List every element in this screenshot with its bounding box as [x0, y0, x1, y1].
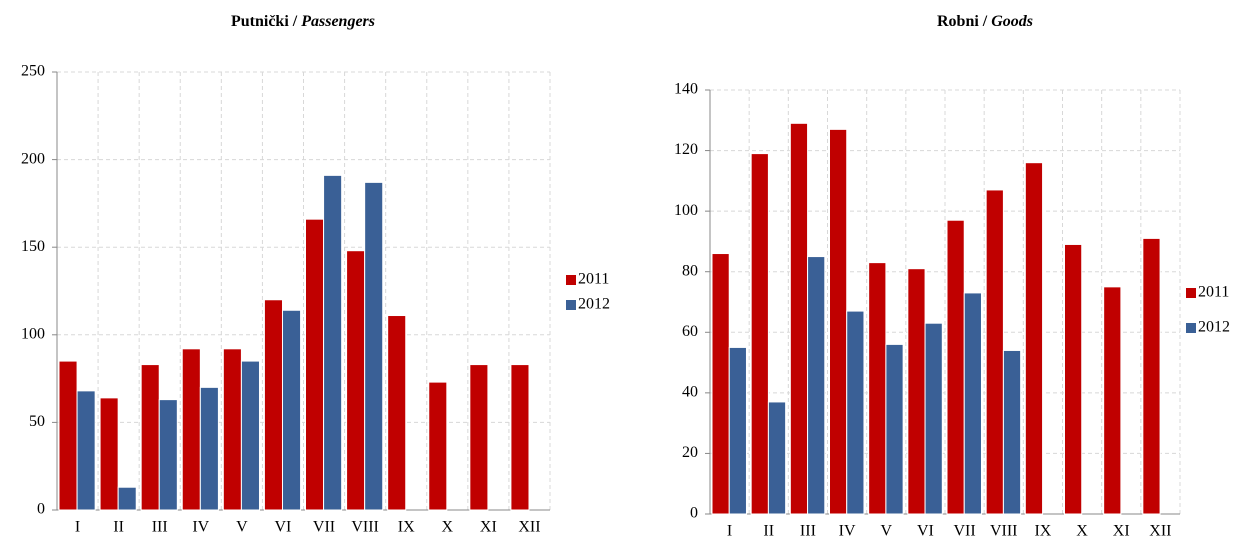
legend-swatch [566, 300, 576, 310]
x-tick-label: III [152, 519, 168, 536]
x-tick-label: III [800, 523, 816, 540]
x-tick-label: IV [839, 523, 856, 540]
bar [750, 153, 769, 515]
legend-swatch [1186, 288, 1196, 298]
x-tick-label: II [113, 519, 124, 536]
legend-swatch [566, 275, 576, 285]
bar [240, 360, 260, 511]
bar [76, 390, 96, 511]
bar [99, 397, 119, 511]
title-part: Robni / [937, 13, 988, 30]
y-tick-label: 0 [690, 505, 698, 522]
x-tick-label: IV [192, 519, 209, 536]
y-tick-label: 60 [682, 323, 698, 340]
bar [158, 399, 178, 511]
bar [1142, 237, 1161, 515]
x-tick-label: VIII [351, 519, 379, 536]
bar [963, 292, 982, 515]
y-tick-label: 0 [37, 501, 45, 518]
y-tick-label: 250 [21, 63, 45, 80]
bar [510, 364, 530, 511]
bar [846, 310, 865, 515]
y-tick-label: 40 [682, 384, 698, 401]
legend-label: 2011 [1198, 284, 1229, 301]
title-part: Goods [991, 13, 1033, 30]
bar [58, 360, 78, 511]
bar [924, 322, 943, 515]
x-tick-label: XI [1113, 523, 1130, 540]
bar [428, 381, 448, 511]
x-tick-label: VII [953, 523, 975, 540]
title-part: Putnički / [231, 13, 298, 30]
bar [885, 343, 904, 515]
bar [281, 309, 302, 511]
legend-swatch [1186, 323, 1196, 333]
y-tick-label: 100 [21, 325, 45, 342]
legend-label: 2012 [1198, 319, 1230, 336]
bar [1002, 349, 1022, 515]
x-tick-label: XII [1149, 523, 1171, 540]
y-tick-label: 120 [674, 141, 698, 158]
x-tick-label: XI [480, 519, 497, 536]
bar [1103, 286, 1122, 515]
x-tick-label: V [880, 523, 892, 540]
bar [117, 486, 137, 511]
x-tick-label: VIII [990, 523, 1018, 540]
bar [767, 401, 787, 515]
bar [789, 122, 809, 515]
y-tick-label: 80 [682, 262, 698, 279]
title-part: Passengers [300, 13, 375, 30]
chart-title: Robni / Goods [937, 13, 1033, 30]
bar [469, 364, 489, 511]
legend-label: 2012 [578, 296, 610, 313]
legend-label: 2011 [578, 271, 609, 288]
x-tick-label: V [236, 519, 248, 536]
bar [181, 348, 201, 511]
bar [364, 181, 384, 511]
bar [807, 256, 826, 515]
bar [907, 268, 926, 515]
bar [263, 299, 283, 511]
y-tick-label: 150 [21, 238, 45, 255]
bar [829, 128, 848, 515]
bar [711, 253, 730, 515]
bar [222, 348, 242, 511]
bar [1064, 243, 1083, 515]
bar [985, 189, 1004, 515]
bar [1024, 162, 1044, 515]
bar [387, 315, 407, 511]
y-tick-label: 140 [674, 81, 698, 98]
chart-title: Putnički / Passengers [231, 13, 375, 30]
x-tick-label: I [75, 519, 80, 536]
x-tick-label: X [442, 519, 454, 536]
y-tick-label: 200 [21, 150, 45, 167]
bar [868, 262, 887, 515]
x-tick-label: VI [917, 523, 934, 540]
x-tick-label: XII [518, 519, 540, 536]
x-tick-label: VI [275, 519, 292, 536]
y-tick-label: 100 [674, 202, 698, 219]
x-tick-label: IX [398, 519, 415, 536]
x-tick-label: II [763, 523, 774, 540]
bar [199, 386, 219, 511]
bar [140, 364, 160, 511]
x-tick-label: IX [1034, 523, 1051, 540]
y-tick-label: 20 [682, 444, 698, 461]
x-tick-label: VII [313, 519, 335, 536]
bar [323, 174, 343, 511]
bar [346, 250, 366, 511]
bar [946, 219, 965, 515]
y-tick-label: 50 [29, 413, 45, 430]
x-tick-label: X [1076, 523, 1088, 540]
x-tick-label: I [727, 523, 732, 540]
bar [305, 218, 325, 511]
bar [728, 346, 747, 515]
